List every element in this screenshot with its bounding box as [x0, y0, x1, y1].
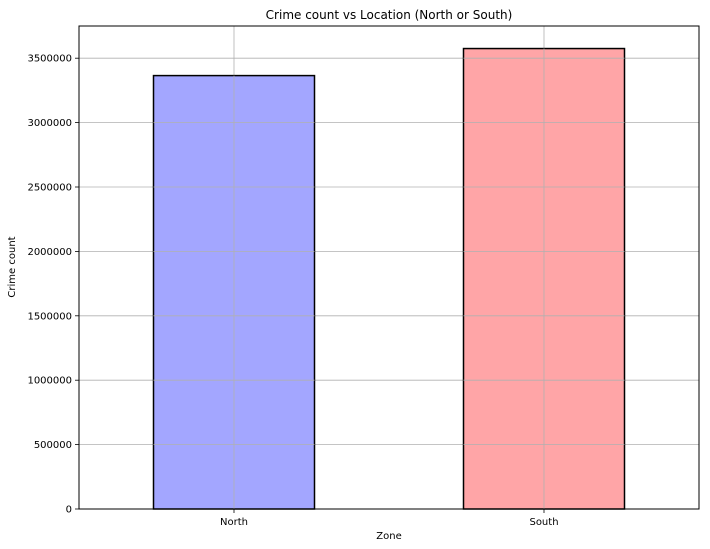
y-tick-label: 3500000	[27, 54, 72, 65]
y-tick-label: 1500000	[27, 311, 72, 322]
y-axis: 0 500000 1000000 1500000 2000000 2500000 30000…	[27, 54, 79, 516]
y-tick-label: 2500000	[27, 183, 72, 194]
x-axis: North South	[220, 509, 559, 528]
y-axis-label: Crime count	[7, 236, 18, 297]
chart-title: Crime count vs Location (North or South)	[266, 8, 513, 22]
y-tick-label: 0	[66, 505, 72, 516]
x-axis-label: Zone	[376, 531, 401, 542]
x-tick-label: North	[220, 517, 248, 528]
plot-frame	[78, 25, 700, 510]
y-tick-label: 500000	[34, 440, 72, 451]
y-tick-label: 2000000	[27, 247, 72, 258]
grid-overlay	[153, 48, 625, 509]
x-tick-label: South	[529, 517, 558, 528]
y-tick-label: 3000000	[27, 118, 72, 129]
y-tick-label: 1000000	[27, 376, 72, 387]
